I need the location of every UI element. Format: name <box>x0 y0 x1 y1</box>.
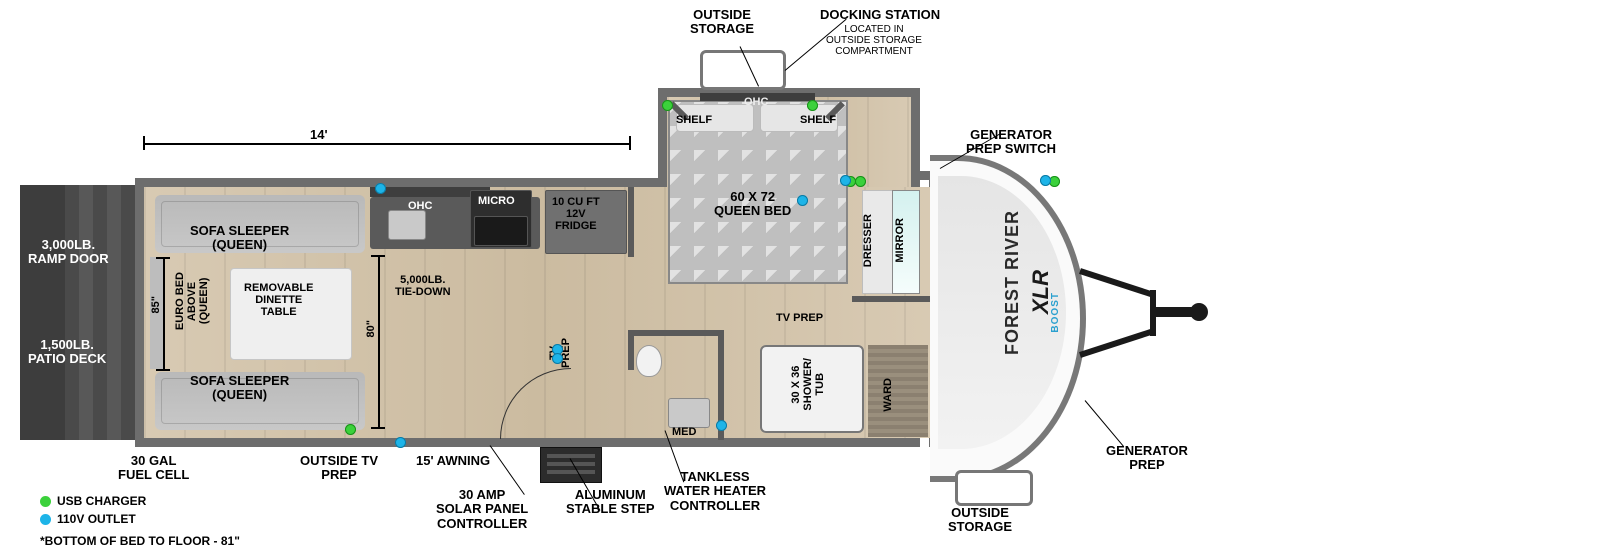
label-ohc-bed: OHC <box>744 96 768 108</box>
callout-patio: 1,500LB. PATIO DECK <box>28 338 106 367</box>
outlet-dot <box>797 195 808 206</box>
label-ward: WARD <box>882 378 894 412</box>
dim-14ft: 14' <box>310 128 328 142</box>
logo-brand: FOREST RIVER <box>1002 210 1023 355</box>
legend-usb: USB CHARGER <box>40 494 146 508</box>
dim-80: 80" <box>365 320 377 337</box>
label-med: MED <box>672 426 696 438</box>
label-sofa-top: SOFA SLEEPER (QUEEN) <box>190 224 289 253</box>
outlet-dot <box>716 420 727 431</box>
callout-ostorage-b: OUTSIDE STORAGE <box>948 506 1012 535</box>
legend-110v: 110V OUTLET <box>40 512 136 526</box>
outlet-dot <box>552 353 563 364</box>
outlet-dot <box>395 437 406 448</box>
callout-fuel: 30 GAL FUEL CELL <box>118 454 189 483</box>
callout-step: ALUMINUM STABLE STEP <box>566 488 655 517</box>
label-fridge: 10 CU FT 12V FRIDGE <box>552 196 600 232</box>
label-mirror: MIRROR <box>894 218 906 263</box>
usb-dot <box>807 100 818 111</box>
label-dinette: REMOVABLE DINETTE TABLE <box>244 282 313 318</box>
usb-dot <box>662 100 673 111</box>
usb-dot <box>855 176 866 187</box>
label-dresser: DRESSER <box>862 214 874 267</box>
label-micro: MICRO <box>478 195 515 207</box>
callout-outside-storage-top: OUTSIDE STORAGE <box>690 8 754 37</box>
callout-genprep: GENERATOR PREP <box>1106 444 1188 473</box>
callout-ramp: 3,000LB. RAMP DOOR <box>28 238 109 267</box>
callout-otv: OUTSIDE TV PREP <box>300 454 378 483</box>
label-tiedown: 5,000LB. TIE-DOWN <box>395 274 451 298</box>
label-ohc: OHC <box>408 200 432 212</box>
label-queen: 60 X 72 QUEEN BED <box>714 190 791 219</box>
footnote: *BOTTOM OF BED TO FLOOR - 81" <box>40 534 240 548</box>
logo-tag: BOOST <box>1050 292 1061 333</box>
label-shelf-l: SHELF <box>676 114 712 126</box>
dim-85: 85" <box>150 296 162 313</box>
callout-gen-switch: GENERATOR PREP SWITCH <box>966 128 1056 157</box>
callout-awning: 15' AWNING <box>416 454 490 468</box>
callout-tankless: TANKLESS WATER HEATER CONTROLLER <box>664 470 766 513</box>
outlet-dot <box>1040 175 1051 186</box>
label-sofa-bot: SOFA SLEEPER (QUEEN) <box>190 374 289 403</box>
label-shelf-r: SHELF <box>800 114 836 126</box>
callout-docking-title: DOCKING STATION <box>820 8 940 22</box>
callout-docking-sub: LOCATED IN OUTSIDE STORAGE COMPARTMENT <box>826 24 922 57</box>
label-euro-bed: EURO BED ABOVE (QUEEN) <box>174 272 210 330</box>
callout-solar: 30 AMP SOLAR PANEL CONTROLLER <box>436 488 528 531</box>
ext-storage-bottom <box>955 470 1033 506</box>
label-shower: 30 X 36 SHOWER/ TUB <box>790 358 826 411</box>
label-tvprep: TV PREP <box>776 312 823 324</box>
usb-dot <box>345 424 356 435</box>
outlet-dot <box>375 183 386 194</box>
outlet-dot <box>840 175 851 186</box>
